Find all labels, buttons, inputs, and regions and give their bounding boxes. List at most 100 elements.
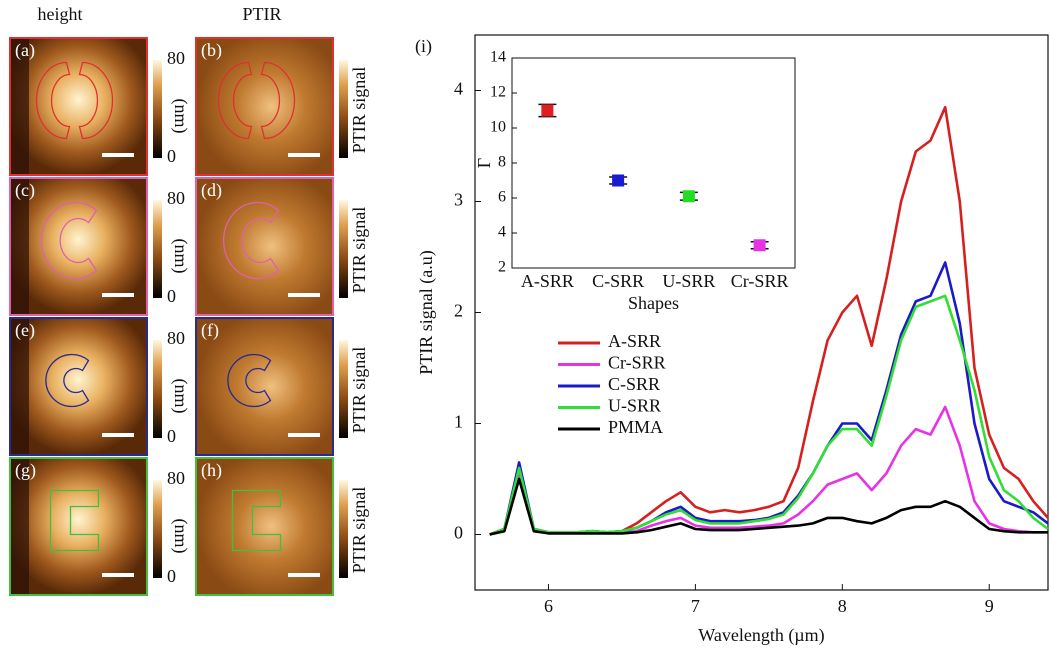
colorbar-label: PTIR signal xyxy=(349,487,369,574)
marker xyxy=(682,190,695,203)
column-title: PTIR xyxy=(242,4,281,24)
y-tick-label: 8 xyxy=(498,154,506,171)
colorbar xyxy=(339,340,348,438)
colorbar-label: (nm) xyxy=(170,519,191,554)
scale-bar xyxy=(288,153,320,157)
y-tick-label: 3 xyxy=(454,190,463,210)
x-axis-label: Shapes xyxy=(628,293,679,313)
colorbar-tick: 80 xyxy=(167,188,185,208)
x-tick-label: U-SRR xyxy=(662,271,715,291)
shape-outline xyxy=(217,61,296,140)
x-axis-label: Wavelength (µm) xyxy=(698,625,824,646)
x-tick-label: 8 xyxy=(838,596,847,616)
colorbar xyxy=(339,480,348,578)
scale-bar xyxy=(102,153,134,157)
series-line xyxy=(489,477,1048,536)
y-tick-label: 12 xyxy=(490,84,506,101)
colorbar-tick: 0 xyxy=(167,146,176,166)
colorbar-label: (nm) xyxy=(170,379,191,414)
shape-outline xyxy=(45,353,90,408)
panel-label: (h) xyxy=(201,460,222,481)
scale-bar xyxy=(288,293,320,297)
colorbar xyxy=(153,200,162,298)
panel-label: (g) xyxy=(15,460,36,481)
y-tick-label: 2 xyxy=(498,259,506,276)
series-line xyxy=(489,294,1049,536)
image-panel xyxy=(9,37,148,176)
x-tick-label: 7 xyxy=(691,596,700,616)
legend-label: A-SRR xyxy=(608,331,661,351)
image-panel xyxy=(9,317,148,456)
y-tick-label: 1 xyxy=(454,412,463,432)
y-tick-label: 10 xyxy=(490,119,506,136)
scale-bar xyxy=(102,293,134,297)
series-line xyxy=(489,405,1048,536)
image-panel xyxy=(195,317,334,456)
y-tick-label: 0 xyxy=(454,523,463,543)
colorbar-label: PTIR signal xyxy=(349,207,369,294)
colorbar xyxy=(153,60,162,158)
image-panel xyxy=(9,177,148,316)
image-panel xyxy=(9,457,148,596)
panel-label: (c) xyxy=(15,180,35,201)
colorbar xyxy=(153,340,162,438)
colorbar xyxy=(153,480,162,578)
y-tick-label: 6 xyxy=(498,189,506,206)
series-line xyxy=(489,261,1049,536)
legend-label: PMMA xyxy=(608,417,663,437)
panel-label: (i) xyxy=(415,36,432,57)
panel-label: (e) xyxy=(15,320,35,341)
x-tick-label: Cr-SRR xyxy=(731,271,789,291)
scale-bar xyxy=(288,433,320,437)
colorbar-label: PTIR signal xyxy=(349,347,369,434)
x-tick-label: 9 xyxy=(985,596,994,616)
colorbar-tick: 0 xyxy=(167,426,176,446)
legend-label: Cr-SRR xyxy=(608,353,666,373)
y-tick-label: 14 xyxy=(490,49,506,66)
shape-outline xyxy=(222,201,280,280)
panel-label: (a) xyxy=(15,40,35,61)
column-title: height xyxy=(38,4,83,24)
marker xyxy=(541,104,554,117)
shadow xyxy=(11,39,29,174)
colorbar xyxy=(339,200,348,298)
shape-outline xyxy=(227,353,272,408)
y-axis-label: PTIR signal (a.u) xyxy=(416,250,437,374)
colorbar-label: (nm) xyxy=(170,239,191,274)
shape-outline xyxy=(231,489,282,552)
colorbar-tick: 0 xyxy=(167,566,176,586)
colorbar-tick: 80 xyxy=(167,48,185,68)
shape-outline xyxy=(35,61,114,140)
panel-label: (b) xyxy=(201,40,222,61)
shadow xyxy=(11,319,29,454)
shape-outline xyxy=(40,201,98,280)
y-axis-label: Γ xyxy=(474,158,494,168)
scale-bar xyxy=(288,573,320,577)
scale-bar xyxy=(102,433,134,437)
scale-bar xyxy=(102,573,134,577)
x-tick-label: A-SRR xyxy=(521,271,574,291)
panel-label: (f) xyxy=(201,320,219,341)
y-tick-label: 4 xyxy=(454,79,463,99)
y-tick-label: 2 xyxy=(454,301,463,321)
colorbar xyxy=(339,60,348,158)
y-tick-label: 4 xyxy=(498,224,506,241)
image-panel xyxy=(195,457,334,596)
panel-label: (d) xyxy=(201,180,222,201)
shadow xyxy=(11,459,29,594)
legend-label: C-SRR xyxy=(608,374,660,394)
shadow xyxy=(11,179,29,314)
image-panel xyxy=(195,177,334,316)
x-tick-label: 6 xyxy=(544,596,553,616)
colorbar-tick: 0 xyxy=(167,286,176,306)
marker xyxy=(612,174,625,187)
colorbar-label: PTIR signal xyxy=(349,67,369,154)
colorbar-label: (nm) xyxy=(170,99,191,134)
shape-outline xyxy=(49,489,100,552)
colorbar-tick: 80 xyxy=(167,468,185,488)
legend-label: U-SRR xyxy=(608,396,661,416)
marker xyxy=(753,239,766,252)
x-tick-label: C-SRR xyxy=(592,271,644,291)
colorbar-tick: 80 xyxy=(167,328,185,348)
